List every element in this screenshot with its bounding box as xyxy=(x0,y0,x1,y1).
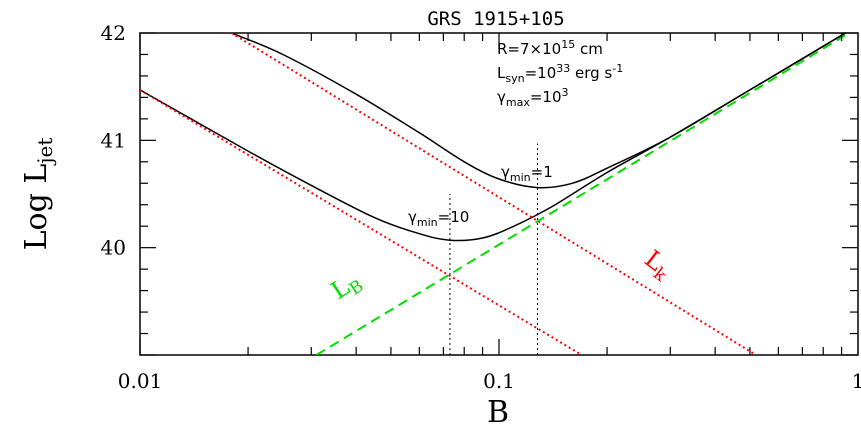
x-axis-title: B xyxy=(487,395,509,430)
label-LB: LB xyxy=(326,266,367,308)
annotation-radius: R=7×1015 cm xyxy=(497,38,603,58)
y-axis-title: Log Ljet xyxy=(19,138,57,251)
y-tick-label: 40 xyxy=(101,236,126,260)
y-axis-title-main: Log L xyxy=(19,164,54,251)
series-line-LB xyxy=(315,33,852,355)
series-line-Lk_gmin1 xyxy=(231,33,757,355)
tick-labels-group: 0.01 0.1 1 40 41 42 xyxy=(101,21,861,393)
y-axis-title-sub: jet xyxy=(33,138,57,166)
label-gamma-min-1: γmin=1 xyxy=(501,163,553,184)
annotation-lsyn: Lsyn=1033 erg s-1 xyxy=(497,62,623,85)
ticks-group xyxy=(139,32,858,356)
series-line-Lk_gmin10 xyxy=(140,89,583,355)
vlines-group xyxy=(449,143,538,355)
label-Lk: Lk xyxy=(637,245,678,287)
y-tick-label: 41 xyxy=(101,128,126,152)
series-group xyxy=(140,33,852,355)
x-tick-label: 0.01 xyxy=(118,369,163,393)
x-tick-label: 0.1 xyxy=(483,369,515,393)
chart-title: GRS 1915+105 xyxy=(427,8,564,30)
y-tick-label: 42 xyxy=(101,21,126,45)
x-tick-label: 1 xyxy=(852,369,861,393)
label-gamma-min-10: γmin=10 xyxy=(408,208,469,229)
annotation-gamma-max: γmax=103 xyxy=(497,86,569,109)
series-line-total_gmin10 xyxy=(140,33,847,242)
